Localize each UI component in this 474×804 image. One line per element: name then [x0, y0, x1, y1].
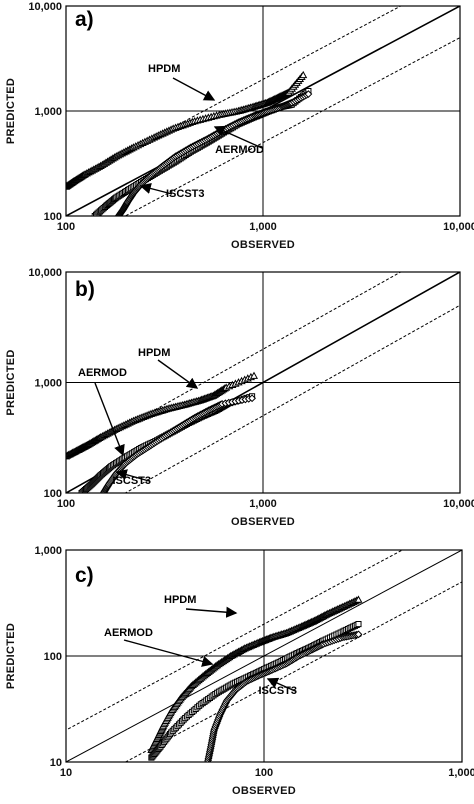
x-tick-label: 100 — [57, 498, 75, 510]
y-tick-label: 100 — [44, 211, 62, 223]
axis-ticks: 10 100 1,000 10 100 1,000 — [34, 545, 474, 779]
y-tick-label: 100 — [44, 488, 62, 500]
axis-ticks: 100 1,000 10,000 100 1,000 10,000 — [28, 267, 474, 510]
data-point — [354, 595, 363, 603]
y-tick-label: 10,000 — [28, 1, 62, 13]
data-point — [248, 394, 256, 403]
annotation-label: AERMOD — [78, 367, 127, 379]
x-axis-title: OBSERVED — [232, 785, 296, 797]
x-tick-label: 10,000 — [443, 221, 474, 233]
x-tick-label: 1,000 — [249, 221, 277, 233]
data-series — [147, 595, 363, 762]
annotation-label: AERMOD — [104, 627, 153, 639]
data-series — [66, 70, 313, 216]
annotation-label: ISCST3 — [166, 188, 205, 200]
annotation-label: HPDM — [138, 347, 170, 359]
chart-panel-1: 100 1,000 10,000 100 1,000 10,000 OBSERVED PRED… — [5, 1, 474, 251]
annotation-arrow — [139, 183, 173, 195]
y-axis-title: PREDICTED — [5, 78, 17, 144]
annotation-label: HPDM — [164, 594, 196, 606]
panel-label: c) — [75, 564, 94, 587]
annotation-arrow — [213, 125, 263, 149]
x-axis-title: OBSERVED — [231, 516, 295, 528]
data-point — [299, 70, 308, 79]
y-tick-label: 10,000 — [28, 267, 62, 279]
data-point — [355, 621, 362, 628]
annotation-arrow — [185, 606, 238, 618]
factor-two-lower-line — [124, 37, 460, 216]
annotation-arrow — [172, 77, 216, 101]
reference-lines — [66, 6, 460, 216]
series-hpdm — [147, 595, 363, 753]
factor-two-upper-line — [66, 550, 404, 731]
y-tick-label: 10 — [50, 757, 62, 769]
annotation-arrow — [123, 639, 214, 667]
axis-ticks: 100 1,000 10,000 100 1,000 10,000 — [28, 1, 474, 233]
y-tick-label: 1,000 — [34, 378, 62, 390]
x-tick-label: 100 — [57, 221, 75, 233]
data-point — [354, 630, 363, 639]
annotations: HPDM AERMOD ISCST3 — [104, 594, 297, 697]
annotation-label: ISCST3 — [258, 685, 297, 697]
series-aermod — [148, 621, 362, 761]
series-hpdm — [66, 371, 259, 460]
annotation-arrow — [266, 677, 296, 692]
series-iscst3 — [203, 630, 363, 762]
annotation-label: HPDM — [148, 63, 180, 75]
factor-two-lower-line — [124, 581, 462, 762]
annotation-arrow — [157, 359, 199, 389]
panel-label: b) — [75, 278, 95, 301]
one-to-one-line — [66, 550, 462, 762]
series-iscst3 — [114, 90, 313, 216]
chart-panel-3: 10 100 1,000 10 100 1,000 OBSERVED PREDICTED c) H… — [5, 545, 474, 797]
x-tick-label: 1,000 — [448, 767, 474, 779]
y-tick-label: 100 — [44, 651, 62, 663]
annotation-arrow — [115, 469, 150, 482]
y-axis-title: PREDICTED — [5, 349, 17, 415]
reference-lines — [66, 550, 462, 762]
chart-panel-2: 100 1,000 10,000 100 1,000 10,000 OBSERVED PRED… — [5, 267, 474, 528]
x-tick-label: 10 — [60, 767, 72, 779]
data-point — [304, 90, 313, 98]
y-tick-label: 1,000 — [34, 545, 62, 557]
y-tick-label: 1,000 — [34, 106, 62, 118]
annotation-label: AERMOD — [215, 144, 264, 156]
x-axis-title: OBSERVED — [231, 239, 295, 251]
data-point — [249, 371, 259, 379]
panel-label: a) — [75, 8, 94, 31]
series-hpdm — [66, 70, 308, 190]
annotations: HPDM AERMOD ISCST3 — [139, 63, 264, 200]
y-axis-title: PREDICTED — [5, 623, 17, 689]
x-tick-label: 10,000 — [443, 498, 474, 510]
annotation-arrow — [94, 382, 125, 457]
x-tick-label: 1,000 — [249, 498, 277, 510]
x-tick-label: 100 — [255, 767, 273, 779]
